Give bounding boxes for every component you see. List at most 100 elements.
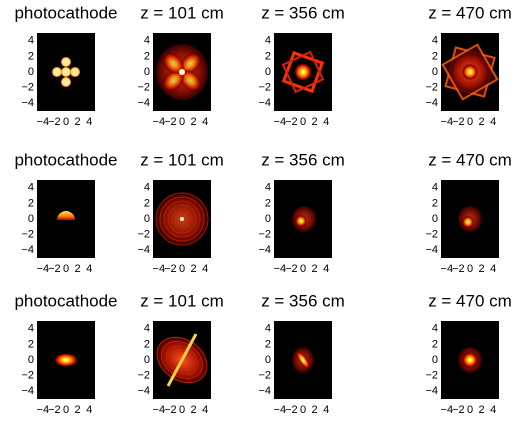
x-tick-label: 0 xyxy=(467,116,473,128)
y-tick-label: 4 xyxy=(432,182,438,194)
panel: z = 470 cm−4−2024−4−2024 xyxy=(425,291,511,415)
x-tick-label: 0 xyxy=(63,116,69,128)
y-tick-label: 2 xyxy=(28,197,34,209)
x-tick-label: −2 xyxy=(48,116,61,128)
x-tick-label: 0 xyxy=(63,263,69,275)
x-tick-label: −2 xyxy=(452,404,465,416)
x-tick-label: 4 xyxy=(490,263,496,275)
y-tick-label: 0 xyxy=(144,354,150,366)
x-tick-label: 2 xyxy=(479,404,485,416)
x-tick-label: 4 xyxy=(86,263,92,275)
figure: photocathode−4−2024−4−2024z = 101 cm−4−2… xyxy=(0,0,527,435)
core xyxy=(462,64,478,80)
y-tick-label: −2 xyxy=(258,82,271,94)
spot xyxy=(53,68,62,77)
panel-title: z = 101 cm xyxy=(140,3,224,22)
y-tick-label: 0 xyxy=(265,213,271,225)
panel: z = 356 cm−4−2024−4−2024 xyxy=(258,3,344,127)
y-tick-label: 2 xyxy=(265,197,271,209)
x-tick-label: −2 xyxy=(285,116,298,128)
x-tick-label: 2 xyxy=(191,263,197,275)
y-tick-label: 0 xyxy=(432,66,438,78)
y-tick-label: 4 xyxy=(144,182,150,194)
core xyxy=(179,69,185,75)
core xyxy=(462,352,478,368)
x-tick-label: 4 xyxy=(86,116,92,128)
x-tick-label: 0 xyxy=(300,404,306,416)
y-tick-label: 4 xyxy=(432,35,438,47)
y-tick-label: −4 xyxy=(137,385,150,397)
x-tick-label: 2 xyxy=(312,116,318,128)
y-tick-label: −4 xyxy=(258,97,271,109)
blob xyxy=(54,353,78,367)
panel-title: z = 470 cm xyxy=(428,3,512,22)
x-tick-label: 4 xyxy=(490,404,496,416)
y-tick-label: 2 xyxy=(144,338,150,350)
x-tick-label: −2 xyxy=(48,263,61,275)
x-tick-label: 0 xyxy=(63,404,69,416)
x-tick-label: 2 xyxy=(191,116,197,128)
y-tick-label: 4 xyxy=(28,182,34,194)
y-tick-label: 2 xyxy=(432,197,438,209)
y-tick-label: −2 xyxy=(425,370,438,382)
y-tick-label: −2 xyxy=(425,82,438,94)
y-tick-label: −4 xyxy=(21,244,34,256)
x-tick-label: 2 xyxy=(75,116,81,128)
y-tick-label: 4 xyxy=(144,35,150,47)
y-tick-label: 4 xyxy=(144,323,150,335)
y-tick-label: 4 xyxy=(432,323,438,335)
x-tick-label: 2 xyxy=(312,263,318,275)
y-tick-label: 0 xyxy=(144,213,150,225)
core xyxy=(295,215,307,227)
x-tick-label: 4 xyxy=(323,263,329,275)
y-tick-label: 4 xyxy=(265,323,271,335)
x-tick-label: 2 xyxy=(75,263,81,275)
y-tick-label: 2 xyxy=(432,338,438,350)
x-tick-label: 0 xyxy=(300,116,306,128)
core xyxy=(180,217,184,221)
y-tick-label: 2 xyxy=(432,50,438,62)
y-tick-label: 0 xyxy=(28,354,34,366)
core xyxy=(294,63,312,81)
x-tick-label: −2 xyxy=(164,116,177,128)
panel: z = 356 cm−4−2024−4−2024 xyxy=(258,150,344,274)
panel-title: z = 470 cm xyxy=(428,291,512,310)
spot xyxy=(62,68,71,77)
y-tick-label: 2 xyxy=(265,338,271,350)
y-tick-label: −4 xyxy=(21,385,34,397)
spot xyxy=(62,78,71,87)
x-tick-label: 2 xyxy=(191,404,197,416)
x-tick-label: 4 xyxy=(202,116,208,128)
x-tick-label: 0 xyxy=(467,263,473,275)
panel-title: z = 101 cm xyxy=(140,150,224,169)
y-tick-label: −2 xyxy=(258,370,271,382)
x-tick-label: 2 xyxy=(75,404,81,416)
y-tick-label: 4 xyxy=(265,35,271,47)
x-tick-label: −2 xyxy=(285,263,298,275)
y-tick-label: −2 xyxy=(258,229,271,241)
x-tick-label: 4 xyxy=(323,404,329,416)
y-tick-label: 4 xyxy=(265,182,271,194)
panel-title: z = 356 cm xyxy=(261,3,345,22)
y-tick-label: 0 xyxy=(28,66,34,78)
x-tick-label: −2 xyxy=(452,263,465,275)
y-tick-label: 4 xyxy=(28,323,34,335)
y-tick-label: −4 xyxy=(425,244,438,256)
spot xyxy=(62,58,71,67)
y-tick-label: 0 xyxy=(28,213,34,225)
panel-title: z = 470 cm xyxy=(428,150,512,169)
y-tick-label: −4 xyxy=(137,97,150,109)
y-tick-label: −2 xyxy=(21,82,34,94)
y-tick-label: −4 xyxy=(258,385,271,397)
panel-title: z = 356 cm xyxy=(261,150,345,169)
panel-title: photocathode xyxy=(14,150,117,169)
x-tick-label: 0 xyxy=(179,116,185,128)
